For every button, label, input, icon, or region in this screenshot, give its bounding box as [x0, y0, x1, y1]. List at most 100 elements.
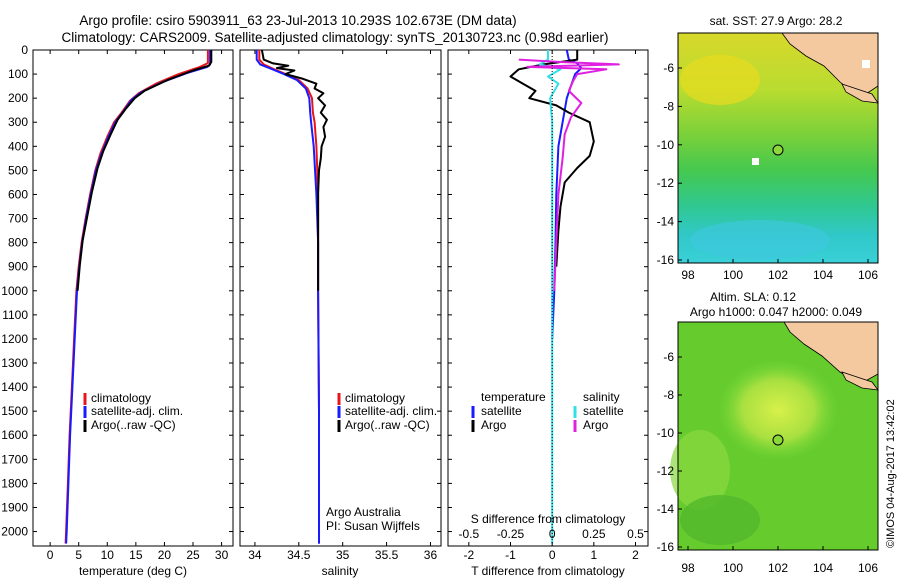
depth-tick-label: 1200 — [1, 332, 28, 346]
difference-x-label: T difference from climatology — [471, 564, 625, 578]
legend-t-argo: Argo — [481, 418, 507, 432]
legend-climatology: climatology — [345, 391, 405, 405]
map-y-tick-label: -16 — [657, 253, 675, 267]
legend-t-satellite: satellite — [481, 404, 522, 418]
depth-tick-label: 300 — [8, 115, 28, 129]
sla-map-title1: Altim. SLA: 0.12 — [710, 290, 796, 304]
legend-s-argo: Argo — [583, 418, 609, 432]
sla-high-anomaly — [718, 360, 838, 460]
x-tick-label: 1 — [590, 548, 597, 562]
map-y-tick-label: -16 — [657, 540, 675, 554]
x-tick-label: 15 — [129, 548, 143, 562]
map-x-tick-label: 98 — [681, 268, 695, 282]
x-tick-label: 34.5 — [287, 548, 311, 562]
pi-credit: PI: Susan Wijffels — [326, 519, 420, 533]
legend-argo-raw: Argo(..raw -QC) — [345, 418, 430, 432]
sla-map-title2: Argo h1000: 0.047 h2000: 0.049 — [690, 305, 862, 319]
salinity-difference-axis: -0.5 -0.25 0 0.25 0.5 — [458, 527, 644, 541]
x-tick-label: -1 — [505, 548, 516, 562]
legend-temperature-header: temperature — [481, 390, 546, 404]
series-line — [518, 58, 620, 291]
difference-legend: temperature salinity satellite Argo sate… — [471, 390, 624, 432]
temperature-x-label: temperature (deg C) — [79, 564, 187, 578]
series-line — [509, 50, 595, 267]
x-tick-label: 35.5 — [375, 548, 399, 562]
x-tick-label: -2 — [463, 548, 474, 562]
depth-tick-label: 0 — [21, 43, 28, 57]
s-diff-tick-label: 0.25 — [582, 527, 606, 541]
x-tick-label: 0 — [549, 548, 556, 562]
series-line — [551, 49, 583, 339]
depth-tick-label: 1400 — [1, 380, 28, 394]
depth-tick-label: 200 — [8, 91, 28, 105]
sst-map-title: sat. SST: 27.9 Argo: 28.2 — [710, 14, 843, 28]
depth-tick-label: 1300 — [1, 356, 28, 370]
depth-tick-label: 1800 — [1, 476, 28, 490]
s-difference-label: S difference from climatology — [471, 512, 626, 526]
map-x-tick-label: 106 — [858, 561, 878, 575]
map-x-tick-label: 98 — [681, 561, 695, 575]
map-y-tick-label: -8 — [663, 99, 674, 113]
sst-argo-marker — [772, 144, 784, 156]
sla-patch — [670, 430, 730, 510]
salinity-panel — [239, 49, 442, 547]
legend-climatology: climatology — [91, 391, 151, 405]
depth-tick-label: 1700 — [1, 452, 28, 466]
map-x-tick-label: 100 — [723, 561, 743, 575]
sst-land-island — [841, 83, 879, 104]
series-line — [65, 50, 212, 544]
depth-tick-label: 1100 — [2, 308, 28, 322]
depth-axis: 0 100 200 300 400 500 600 700 800 900 1000 1100 1200… — [1, 43, 648, 539]
map-y-tick-label: -12 — [657, 464, 675, 478]
argo-australia-credit: Argo Australia — [326, 505, 401, 519]
x-tick-label: 5 — [75, 548, 82, 562]
series-line — [258, 50, 320, 544]
salinity-x-label: salinity — [322, 564, 359, 578]
s-diff-tick-label: -0.25 — [497, 527, 525, 541]
legend-salinity-header: salinity — [583, 390, 620, 404]
legend-satellite-adj: satellite-adj. clim. — [345, 404, 437, 418]
sst-cloud-gap-2 — [752, 158, 759, 165]
x-tick-label: 2 — [632, 548, 639, 562]
legend-argo-raw: Argo(..raw -QC) — [91, 418, 176, 432]
x-tick-label: 36 — [424, 548, 438, 562]
temperature-series — [64, 50, 213, 544]
series-line — [64, 50, 209, 544]
depth-tick-label: 1000 — [1, 284, 28, 298]
sst-map — [677, 32, 879, 264]
series-line — [260, 49, 328, 291]
sla-dark-patch — [680, 495, 760, 545]
series-line — [255, 50, 320, 544]
sla-argo-marker — [772, 434, 784, 446]
map-y-tick-label: -12 — [657, 176, 675, 190]
series-line — [538, 50, 562, 544]
legend-s-satellite: satellite — [583, 404, 624, 418]
legend-satellite-adj: satellite-adj. clim. — [91, 404, 183, 418]
map-y-tick-label: -6 — [663, 61, 674, 75]
sst-map-axes: 98 100 102 104 106 -6 -8 -10 -12 -14 -16 — [657, 61, 879, 282]
s-diff-tick-label: -0.5 — [458, 527, 479, 541]
map-y-tick-label: -10 — [657, 138, 675, 152]
temperature-legend: climatology satellite-adj. clim. Argo(..… — [83, 391, 183, 432]
sst-cool-patch — [690, 220, 830, 260]
x-tick-label: 30 — [215, 548, 229, 562]
sla-map-axes: 98 100 102 104 106 -6 -8 -10 -12 -14 -16 — [657, 350, 879, 575]
depth-tick-label: 800 — [8, 236, 28, 250]
figure-title-line2: Climatology: CARS2009. Satellite-adjuste… — [61, 30, 608, 45]
map-x-tick-label: 104 — [813, 561, 833, 575]
depth-tick-label: 600 — [8, 187, 28, 201]
x-tick-label: 25 — [186, 548, 200, 562]
depth-tick-label: 1600 — [1, 428, 28, 442]
sst-cloud-gap — [862, 60, 870, 68]
map-y-tick-label: -14 — [657, 215, 675, 229]
temperature-x-axis: 0 5 10 15 20 25 30 — [47, 50, 229, 562]
difference-series — [509, 49, 620, 546]
series-line — [76, 50, 213, 291]
depth-tick-label: 1500 — [1, 404, 28, 418]
depth-tick-label: 1900 — [1, 500, 28, 514]
s-diff-tick-label: 0.5 — [627, 527, 644, 541]
map-x-tick-label: 100 — [723, 268, 743, 282]
depth-tick-label: 900 — [8, 260, 28, 274]
depth-tick-label: 700 — [8, 212, 28, 226]
salinity-series — [255, 49, 328, 544]
